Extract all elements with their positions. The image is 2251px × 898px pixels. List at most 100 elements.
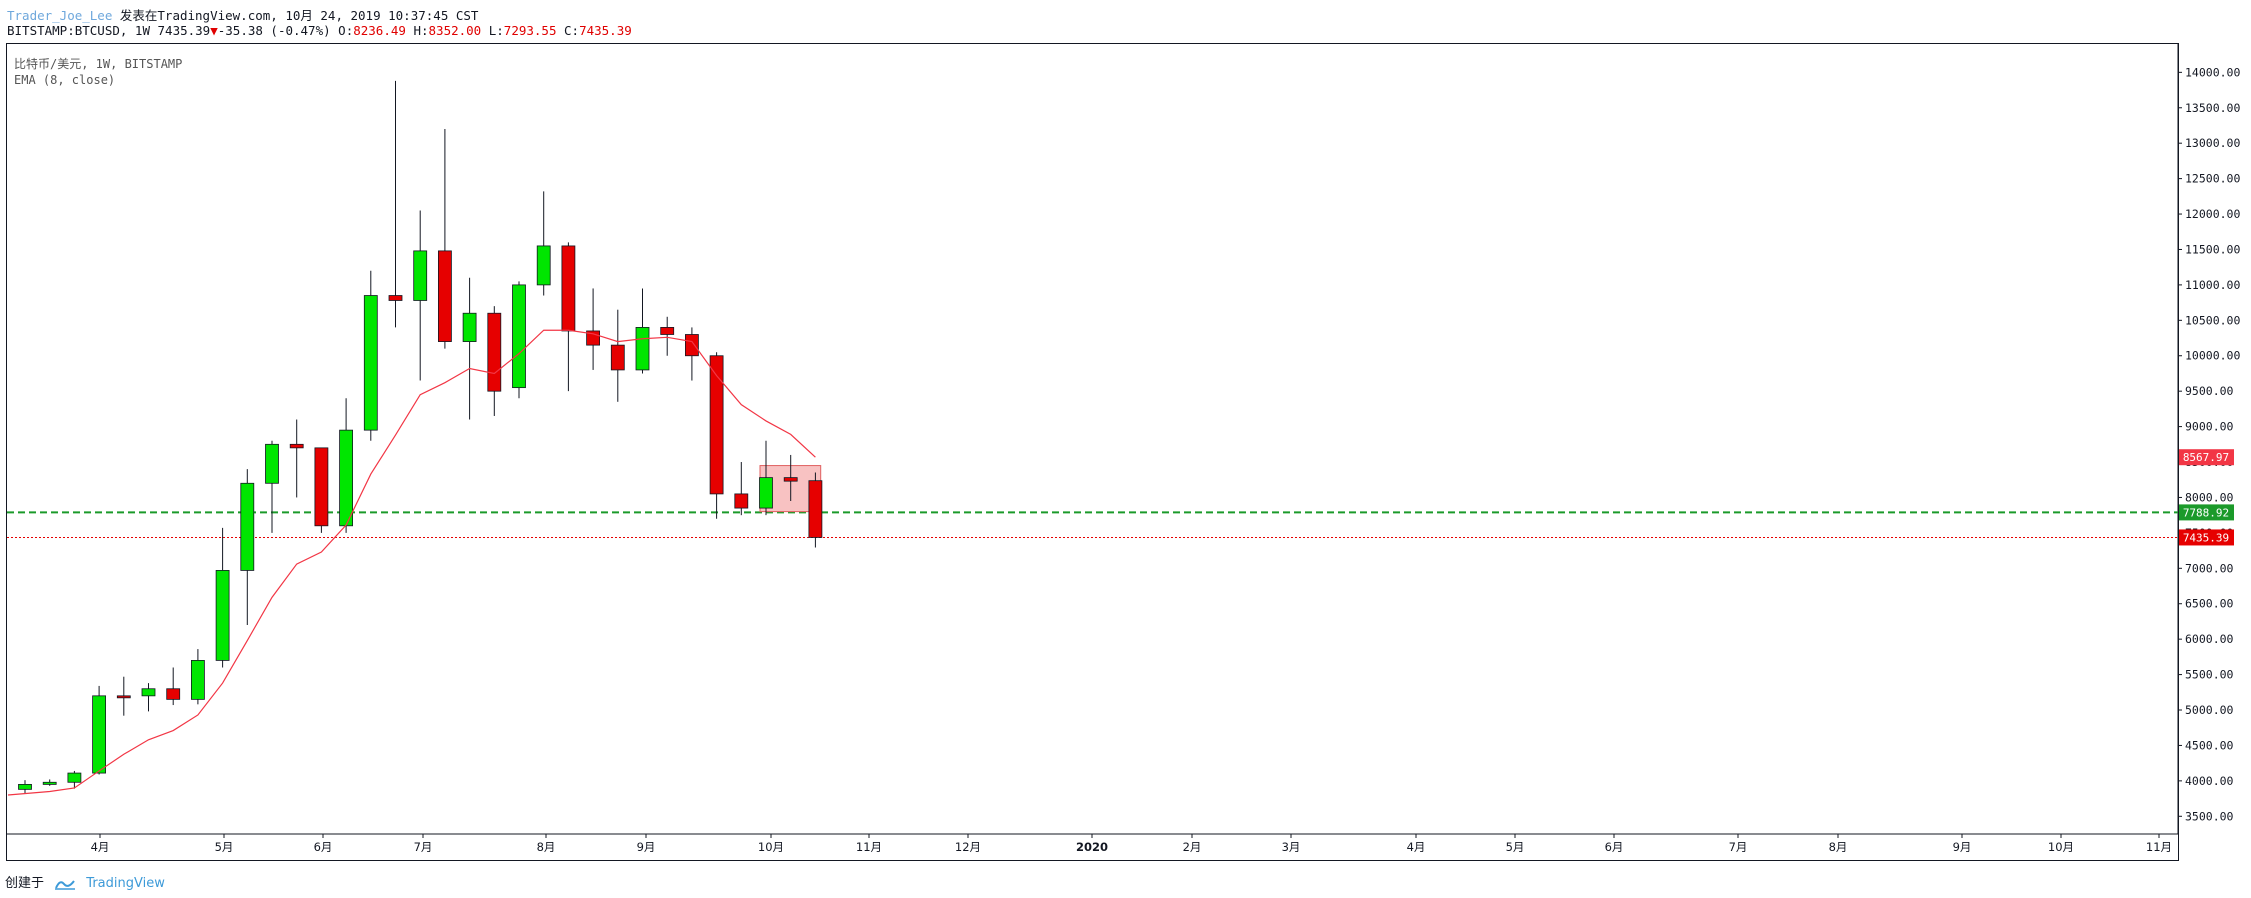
candle xyxy=(363,270,378,441)
y-tick-label: 12500.00 xyxy=(2185,172,2240,186)
candle-body xyxy=(709,355,724,495)
y-tick-label: 13000.00 xyxy=(2185,136,2240,150)
candle xyxy=(413,210,428,381)
candle xyxy=(240,469,255,625)
footer: 创建于 TradingView xyxy=(5,872,165,891)
x-tick-label: 10月 xyxy=(758,840,784,854)
candle-body xyxy=(808,480,823,538)
candle-body xyxy=(512,284,526,389)
x-tick-label: 6月 xyxy=(314,840,333,854)
y-tick-label: 5000.00 xyxy=(2185,703,2234,717)
close-label: C: xyxy=(564,23,580,38)
candle xyxy=(685,327,699,381)
candle xyxy=(215,527,230,668)
candle xyxy=(265,440,279,533)
chart-header: Trader_Joe_Lee 发表在TradingView.com, 10月 2… xyxy=(0,0,2251,44)
candle-body xyxy=(42,781,57,785)
x-tick-label: 5月 xyxy=(215,840,234,854)
candle xyxy=(586,288,600,370)
candle xyxy=(561,242,576,392)
ohlc-line: BITSTAMP:BTCUSD, 1W 7435.39▼-35.38 (-0.4… xyxy=(7,23,632,38)
candle-body xyxy=(67,772,82,783)
price-label-text: 7788.92 xyxy=(2183,506,2229,519)
x-tick-label: 12月 xyxy=(955,840,981,854)
y-tick-label: 9000.00 xyxy=(2185,420,2234,434)
candle-body xyxy=(166,688,181,700)
candle xyxy=(92,685,106,775)
price-chart[interactable]: 3500.00 4000.00 4500.00 5000.00 5500.00 6000.… xyxy=(0,0,2251,870)
candle xyxy=(610,309,625,402)
ema-polyline xyxy=(7,329,816,796)
ema-line xyxy=(7,329,816,796)
candle xyxy=(487,306,502,416)
x-tick-label: 11月 xyxy=(2146,840,2172,854)
candle-body xyxy=(339,429,354,527)
price-label: 7788.92 xyxy=(2179,504,2234,521)
indicator-legend[interactable]: EMA (8, close) xyxy=(14,73,116,87)
time-axis[interactable]: 4月 5月 6月 7月 8月 9月 10月 11月 12月 2020 2月 3月 4月 5月 6月 7月 8月 9… xyxy=(91,834,2172,854)
candle xyxy=(289,419,304,498)
x-tick-label: 2月 xyxy=(1183,840,1202,854)
candle xyxy=(660,316,675,356)
price-label: 8567.97 xyxy=(2179,449,2234,466)
low-value: 7293.55 xyxy=(503,23,557,38)
down-arrow-icon: ▼ xyxy=(210,23,218,38)
y-tick-label: 9500.00 xyxy=(2185,384,2234,398)
publish-line: Trader_Joe_Lee 发表在TradingView.com, 10月 2… xyxy=(7,5,478,24)
x-tick-label: 10月 xyxy=(2048,840,2074,854)
candle-body xyxy=(437,250,452,342)
candle xyxy=(166,667,181,706)
candle-body xyxy=(116,695,131,699)
price-axis[interactable]: 3500.00 4000.00 4500.00 5000.00 5500.00 6000.… xyxy=(2178,65,2240,823)
candle-body xyxy=(734,493,749,509)
candle-body xyxy=(240,482,255,571)
price-levels xyxy=(7,511,2178,538)
candle xyxy=(808,472,823,548)
tradingview-logo-icon xyxy=(55,879,76,890)
author-link[interactable]: Trader_Joe_Lee xyxy=(7,8,113,23)
candles[interactable] xyxy=(18,80,823,794)
candle xyxy=(18,780,32,794)
high-label: H: xyxy=(413,23,429,38)
price-labels: 8567.97 7788.92 7435.39 xyxy=(2179,449,2234,546)
candle-body xyxy=(190,660,205,700)
tradingview-link[interactable]: TradingView xyxy=(86,876,165,891)
x-tick-label: 4月 xyxy=(91,840,110,854)
high-value: 8352.00 xyxy=(428,23,482,38)
candle-body xyxy=(215,570,230,661)
y-tick-label: 6500.00 xyxy=(2185,597,2234,611)
y-tick-label: 11000.00 xyxy=(2185,278,2240,292)
candle-body xyxy=(660,327,675,335)
last-price: 7435.39 xyxy=(157,23,211,38)
x-tick-label: 11月 xyxy=(856,840,882,854)
candle xyxy=(116,676,131,716)
candle-body xyxy=(265,443,279,484)
symbol-legend[interactable]: 比特币/美元, 1W, BITSTAMP xyxy=(14,57,183,71)
y-tick-label: 10000.00 xyxy=(2185,349,2240,363)
candle xyxy=(536,191,551,296)
candle xyxy=(314,447,329,533)
candle xyxy=(437,129,452,349)
candle-body xyxy=(759,477,773,509)
chart-plot xyxy=(7,44,2179,835)
y-tick-label: 6000.00 xyxy=(2185,632,2234,646)
x-tick-label: 7月 xyxy=(1729,840,1748,854)
candle-body xyxy=(487,312,502,392)
candle-body xyxy=(685,334,699,357)
symbol-label: BITSTAMP:BTCUSD, 1W xyxy=(7,23,150,38)
candle-body xyxy=(536,245,551,286)
price-label-bg xyxy=(2179,529,2234,546)
x-tick-label: 6月 xyxy=(1605,840,1624,854)
price-label-bg xyxy=(2179,504,2234,521)
low-label: L: xyxy=(488,23,504,38)
y-tick-label: 5500.00 xyxy=(2185,668,2234,682)
x-tick-label: 9月 xyxy=(637,840,656,854)
candle-body xyxy=(363,295,378,431)
candle xyxy=(339,398,354,533)
candle-body xyxy=(635,327,650,371)
candle-body xyxy=(462,312,477,342)
x-tick-label: 5月 xyxy=(1506,840,1525,854)
x-tick-label: 9月 xyxy=(1953,840,1972,854)
x-tick-label: 2020 xyxy=(1076,840,1108,854)
candle xyxy=(734,462,749,516)
